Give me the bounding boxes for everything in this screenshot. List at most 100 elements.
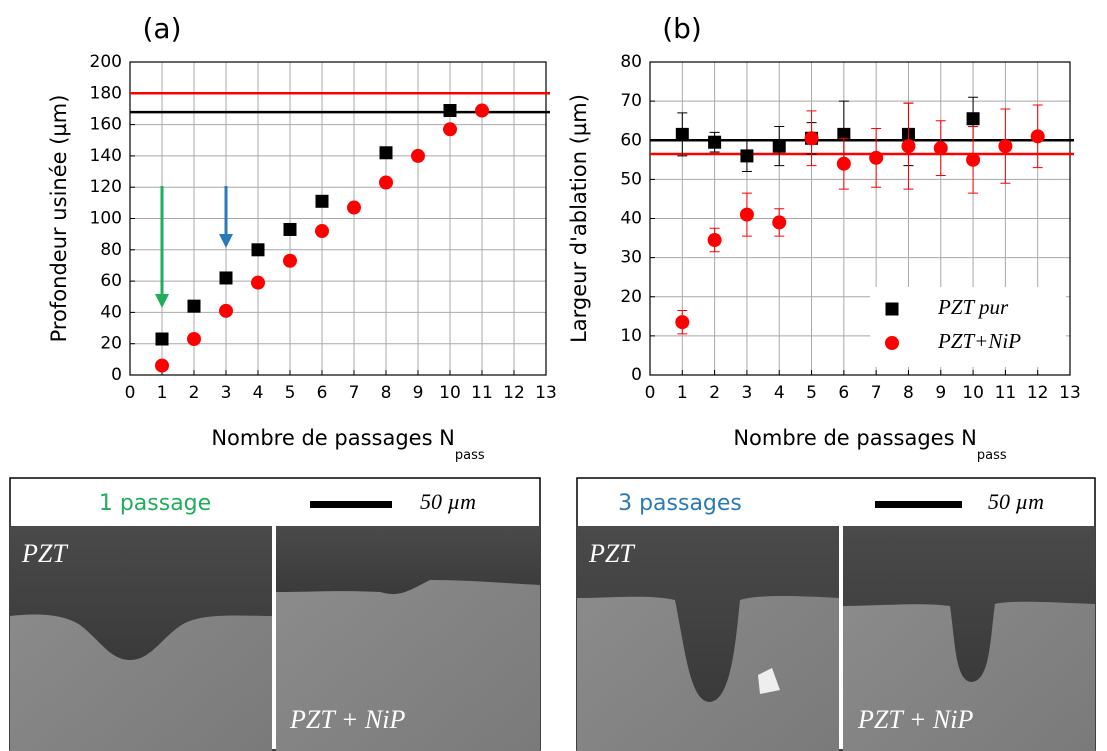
- charts: 0 1 2 3 4 5 6 7 8 9 10 11 12 130204060801001201401601…: [47, 12, 1081, 463]
- data-point: [772, 139, 786, 153]
- data-point: [155, 358, 169, 373]
- arrows: [155, 186, 233, 308]
- groove: [577, 526, 839, 702]
- y-tick-label: 60: [620, 130, 642, 150]
- y-tick-label: 10: [620, 326, 642, 346]
- legend-box: [870, 287, 1066, 367]
- axis-frame: [129, 61, 547, 376]
- y-tick-label: 50: [620, 169, 642, 189]
- x-tick-label: 6: [838, 383, 849, 403]
- data-point: [443, 122, 457, 137]
- scale-label: 50 µm: [420, 489, 476, 514]
- y-tick-label: 140: [90, 146, 122, 166]
- scale-label: 50 µm: [988, 489, 1044, 514]
- data-point: [283, 222, 297, 236]
- chart-title: (a): [142, 12, 181, 45]
- y-tick-label: 20: [620, 287, 642, 307]
- x-tick-label: 3: [742, 383, 753, 403]
- x-tick-label: 8: [903, 383, 914, 403]
- x-axis-label: Nombre de passages Npass: [733, 426, 1007, 463]
- x-tick-label: 11: [995, 383, 1017, 403]
- x-axis-label-subscript: pass: [977, 448, 1007, 463]
- x-axis-label-subscript: pass: [455, 448, 485, 463]
- sample-label: PZT: [21, 539, 68, 568]
- sample-label: PZT: [588, 539, 635, 568]
- data-point: [739, 207, 754, 222]
- data-point: [675, 127, 689, 141]
- data-point: [219, 271, 233, 285]
- x-tick-label: 7: [349, 383, 360, 403]
- y-tick-label: 100: [90, 209, 122, 229]
- y-tick-label: 30: [620, 248, 642, 268]
- chart-title: (b): [662, 12, 702, 45]
- axis-frame: [649, 61, 1071, 376]
- x-tick-label: 13: [1059, 383, 1081, 403]
- data-point: [443, 104, 457, 118]
- x-tick-label: 9: [935, 383, 946, 403]
- data-point: [347, 200, 361, 215]
- micrograph-panel: 3 passages 50 µm PZT PZT + NiP: [576, 477, 1096, 751]
- x-tick-label: 2: [709, 383, 720, 403]
- panel-title: 3 passages: [618, 491, 742, 516]
- scale-bar: [875, 501, 962, 508]
- sample-label: PZT + NiP: [857, 705, 973, 734]
- x-tick-label: 0: [125, 383, 136, 403]
- x-tick-label: 4: [253, 383, 264, 403]
- x-tick-label: 9: [413, 383, 424, 403]
- data-point: [155, 332, 169, 346]
- x-tick-label: 2: [189, 383, 200, 403]
- x-tick-label: 6: [317, 383, 328, 403]
- y-tick-label: 0: [631, 365, 642, 385]
- y-tick-label: 80: [620, 52, 642, 72]
- data-point: [966, 152, 981, 167]
- data-point: [998, 139, 1013, 154]
- data-point: [869, 150, 884, 165]
- x-tick-label: 10: [962, 383, 984, 403]
- x-tick-label: 11: [471, 383, 493, 403]
- y-tick-label: 20: [100, 334, 122, 354]
- data-point: [315, 224, 329, 239]
- y-tick-label: 80: [100, 240, 122, 260]
- arrow-head: [155, 294, 169, 308]
- data-point: [740, 149, 754, 163]
- y-tick-label: 0: [111, 365, 122, 385]
- y-axis-label: Profondeur usinée (µm): [47, 95, 71, 343]
- x-axis-label-text: Nombre de passages N: [211, 426, 455, 450]
- data-point: [707, 233, 722, 248]
- x-axis-label: Nombre de passages Npass: [211, 426, 485, 463]
- data-point: [1030, 129, 1045, 144]
- x-tick-label: 1: [157, 383, 168, 403]
- panel-title: 1 passage: [99, 491, 211, 516]
- x-tick-label: 3: [221, 383, 232, 403]
- x-tick-label: 12: [1027, 383, 1049, 403]
- legend-marker: [885, 336, 899, 350]
- groove: [843, 526, 1095, 682]
- data-point: [251, 275, 265, 290]
- data-point: [379, 146, 393, 160]
- arrow-head: [219, 234, 233, 248]
- particle: [758, 668, 780, 694]
- x-tick-label: 8: [381, 383, 392, 403]
- x-tick-label: 1: [677, 383, 688, 403]
- data-point: [379, 175, 393, 190]
- data-point: [837, 127, 851, 141]
- data-point: [675, 315, 690, 330]
- data-point: [772, 215, 787, 230]
- y-tick-label: 40: [100, 302, 122, 322]
- y-tick-label: 120: [90, 177, 122, 197]
- x-tick-label: 0: [645, 383, 656, 403]
- y-tick-label: 180: [90, 83, 122, 103]
- data-point: [219, 303, 233, 318]
- data-point: [901, 139, 916, 154]
- micrograph-panel: 1 passage 50 µm PZT PZT + NiP: [9, 477, 541, 751]
- x-tick-label: 13: [535, 383, 557, 403]
- x-tick-label: 4: [774, 383, 785, 403]
- x-tick-label: 7: [871, 383, 882, 403]
- data-point: [187, 299, 201, 313]
- y-tick-label: 70: [620, 91, 642, 111]
- x-tick-label: 5: [806, 383, 817, 403]
- legend-label: PZT pur: [937, 295, 1009, 319]
- y-axis-label: Largeur d'ablation (µm): [567, 94, 591, 343]
- data-point: [475, 103, 489, 118]
